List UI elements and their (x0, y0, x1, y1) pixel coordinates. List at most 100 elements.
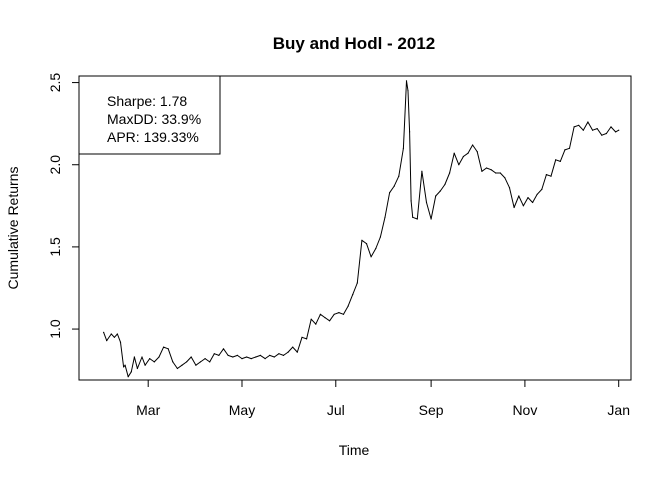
data-point (615, 131, 617, 133)
data-point (472, 144, 474, 146)
data-point (568, 147, 571, 149)
data-point (601, 134, 603, 136)
data-point (596, 128, 598, 130)
data-point (158, 356, 160, 358)
data-point (462, 155, 464, 158)
data-point (458, 164, 460, 166)
data-point (172, 361, 174, 363)
data-point (246, 356, 248, 358)
y-tick-label: 2.5 (47, 73, 63, 93)
data-point (133, 356, 135, 358)
data-point (453, 152, 455, 154)
x-tick-label: Mar (136, 402, 160, 418)
data-point (384, 216, 386, 218)
x-tick-label: Jul (327, 402, 345, 418)
x-tick-label: Nov (512, 402, 537, 418)
cumulative-returns-line (103, 80, 619, 378)
y-tick-label: 1.0 (47, 319, 63, 339)
legend-frame (78, 75, 221, 155)
data-point (306, 338, 308, 340)
data-point (375, 247, 377, 250)
data-point (222, 348, 225, 350)
data-point (449, 172, 451, 174)
data-point (342, 313, 345, 315)
data-point (409, 131, 411, 133)
data-point (467, 152, 469, 154)
data-point (508, 187, 511, 189)
data-point (278, 353, 280, 355)
data-point (213, 353, 215, 355)
data-point (204, 358, 206, 360)
data-point (176, 367, 178, 370)
data-point (490, 169, 492, 171)
data-point (393, 185, 395, 187)
legend-sharpe: Sharpe: 1.78 (107, 93, 187, 109)
legend-apr: APR: 139.33% (107, 129, 199, 145)
data-point (518, 195, 520, 197)
legend-maxdd: MaxDD: 33.9% (107, 111, 201, 127)
data-point (481, 170, 483, 172)
data-point (618, 129, 620, 131)
data-point (435, 195, 437, 197)
data-point (587, 121, 589, 123)
data-point (119, 341, 122, 343)
data-point (127, 376, 129, 378)
data-point (370, 256, 372, 258)
data-point (232, 356, 234, 358)
data-point (103, 331, 105, 333)
data-point (264, 358, 266, 360)
data-point (333, 313, 335, 315)
data-point (329, 320, 331, 322)
data-point (315, 323, 317, 325)
data-point (292, 346, 294, 348)
data-point (485, 167, 488, 169)
data-point (365, 243, 368, 245)
data-point (123, 366, 125, 368)
data-point (195, 364, 197, 366)
data-point (476, 151, 478, 153)
x-tick-label: Sep (419, 402, 444, 418)
data-point (124, 364, 126, 366)
data-point (605, 132, 608, 135)
data-point (116, 333, 118, 335)
data-point (227, 354, 229, 356)
data-point (582, 129, 584, 131)
data-point (439, 190, 441, 192)
x-tick-label: May (229, 402, 255, 418)
data-point (236, 354, 238, 356)
data-point (255, 356, 257, 358)
data-point (412, 216, 414, 218)
data-point (610, 126, 612, 128)
data-point (130, 371, 132, 373)
data-point (559, 160, 561, 162)
y-tick-label: 2.0 (47, 155, 63, 175)
data-point (356, 282, 358, 284)
data-point (522, 205, 525, 207)
data-point (113, 336, 115, 338)
data-point (410, 200, 412, 202)
data-point (555, 159, 557, 161)
data-point (541, 188, 543, 190)
data-point (527, 197, 529, 199)
series-points (103, 80, 620, 378)
data-point (545, 174, 548, 176)
data-point (287, 351, 289, 353)
data-point (241, 358, 243, 360)
chart-title: Buy and Hodl - 2012 (273, 34, 435, 53)
data-point (106, 340, 108, 342)
data-point (592, 129, 594, 131)
data-point (361, 239, 363, 241)
x-tick-label: Jan (607, 402, 630, 418)
x-axis-label: Time (339, 442, 370, 458)
data-point (352, 294, 354, 296)
data-point (190, 356, 192, 358)
data-point (504, 177, 506, 179)
data-point (425, 201, 428, 204)
data-point (310, 318, 312, 320)
data-point (536, 193, 538, 195)
data-point (495, 172, 497, 174)
data-point (347, 305, 349, 307)
x-axis: Mar May Jul Sep Nov Jan (136, 379, 630, 418)
data-point (282, 354, 285, 356)
